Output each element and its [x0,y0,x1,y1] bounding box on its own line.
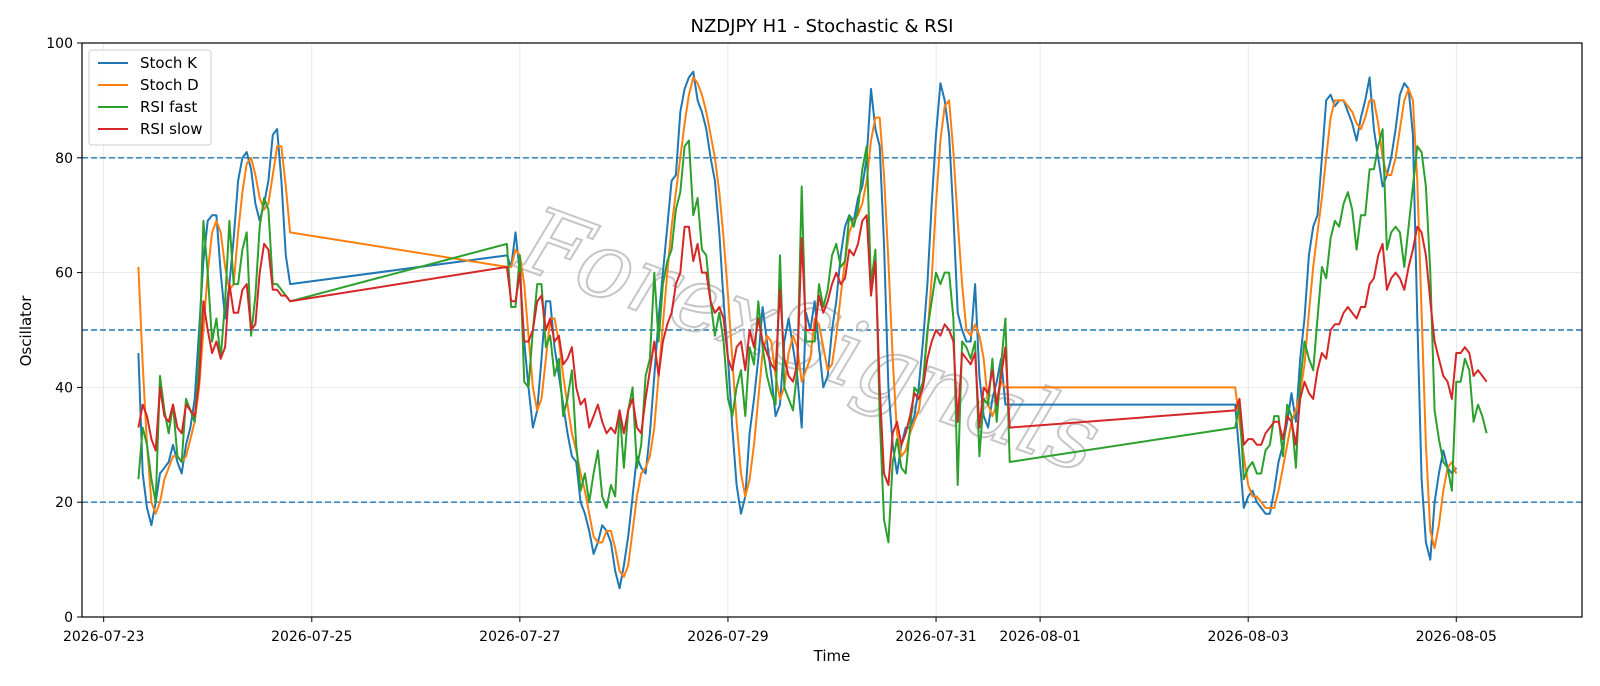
series-line-stoch-d [137,76,1458,578]
series-line-stoch-k [137,70,1458,590]
y-axis-label: Oscillator [17,295,35,367]
y-tick-label: 20 [55,495,73,511]
y-tick-label: 60 [55,266,73,282]
legend-label: Stoch D [140,76,199,94]
legend-label: RSI fast [140,98,197,116]
y-tick-label: 100 [46,36,73,52]
series-line-rsi-slow [137,214,1488,486]
x-tick-label: 2026-07-31 [895,629,976,645]
x-tick-label: 2026-08-01 [999,629,1080,645]
x-tick-label: 2026-08-03 [1207,629,1288,645]
series-line-rsi-fast [137,128,1488,544]
plot-frame [81,42,1583,618]
x-tick-label: 2026-07-25 [271,629,352,645]
x-axis-label: Time [813,647,851,665]
legend-label: RSI slow [140,120,203,138]
x-tick-label: 2026-07-23 [63,629,144,645]
legend-label: Stoch K [140,54,198,72]
legend-box [88,49,212,146]
y-axis: 0 20 40 60 80 100 [46,36,82,626]
x-axis: 2026-07-23 2026-07-25 2026-07-27 2026-07-29… [63,617,1497,645]
legend: Stoch K Stoch D RSI fast RSI slow [88,49,212,146]
x-tick-label: 2026-07-27 [479,629,560,645]
series-lines [137,70,1488,590]
y-tick-label: 80 [55,151,73,167]
x-tick-label: 2026-08-05 [1416,629,1497,645]
y-tick-label: 40 [55,380,73,396]
x-tick-label: 2026-07-29 [687,629,768,645]
chart-title: NZDJPY H1 - Stochastic & RSI [691,16,954,37]
y-tick-label: 0 [64,610,73,626]
